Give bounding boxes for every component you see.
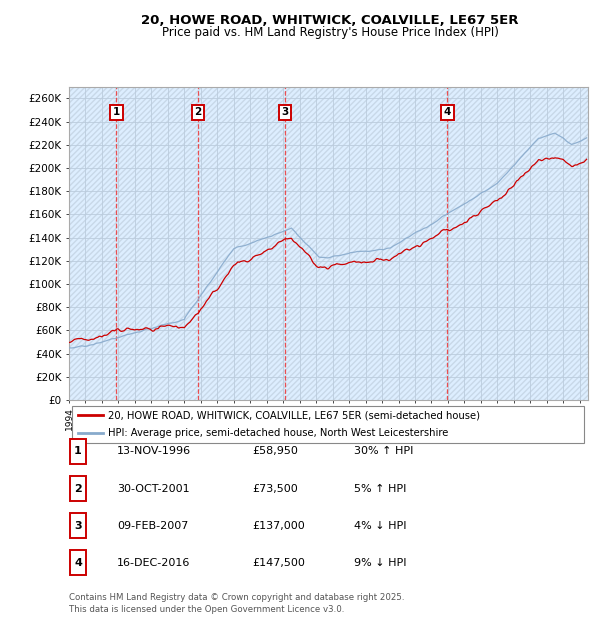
Text: 20, HOWE ROAD, WHITWICK, COALVILLE, LE67 5ER (semi-detached house): 20, HOWE ROAD, WHITWICK, COALVILLE, LE67…	[108, 410, 480, 420]
Text: 3: 3	[281, 107, 289, 117]
Text: 4: 4	[443, 107, 451, 117]
FancyBboxPatch shape	[70, 551, 86, 575]
Text: £147,500: £147,500	[252, 558, 305, 568]
Text: £137,000: £137,000	[252, 521, 305, 531]
FancyBboxPatch shape	[70, 513, 86, 538]
Text: 30% ↑ HPI: 30% ↑ HPI	[354, 446, 413, 456]
Text: 1: 1	[113, 107, 120, 117]
FancyBboxPatch shape	[71, 406, 584, 443]
Text: 4% ↓ HPI: 4% ↓ HPI	[354, 521, 407, 531]
Text: £73,500: £73,500	[252, 484, 298, 494]
Text: 3: 3	[74, 521, 82, 531]
Text: 30-OCT-2001: 30-OCT-2001	[117, 484, 190, 494]
Text: 4: 4	[74, 558, 82, 568]
Text: 16-DEC-2016: 16-DEC-2016	[117, 558, 190, 568]
Text: Price paid vs. HM Land Registry's House Price Index (HPI): Price paid vs. HM Land Registry's House …	[161, 26, 499, 39]
Text: HPI: Average price, semi-detached house, North West Leicestershire: HPI: Average price, semi-detached house,…	[108, 428, 448, 438]
Text: Contains HM Land Registry data © Crown copyright and database right 2025.
This d: Contains HM Land Registry data © Crown c…	[69, 593, 404, 614]
Text: 9% ↓ HPI: 9% ↓ HPI	[354, 558, 407, 568]
Text: 20, HOWE ROAD, WHITWICK, COALVILLE, LE67 5ER: 20, HOWE ROAD, WHITWICK, COALVILLE, LE67…	[141, 14, 519, 27]
FancyBboxPatch shape	[70, 476, 86, 501]
Text: 09-FEB-2007: 09-FEB-2007	[117, 521, 188, 531]
Text: 1: 1	[74, 446, 82, 456]
Text: 2: 2	[74, 484, 82, 494]
Text: £58,950: £58,950	[252, 446, 298, 456]
FancyBboxPatch shape	[70, 439, 86, 464]
Text: 13-NOV-1996: 13-NOV-1996	[117, 446, 191, 456]
Text: 2: 2	[194, 107, 202, 117]
Text: 5% ↑ HPI: 5% ↑ HPI	[354, 484, 406, 494]
